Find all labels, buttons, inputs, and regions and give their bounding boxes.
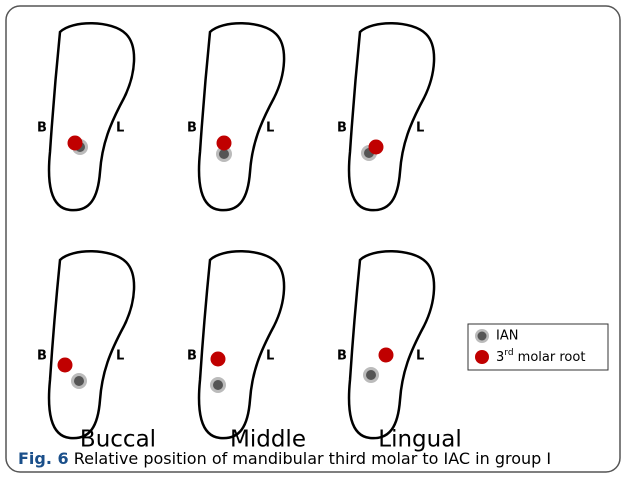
caption-label: Fig. 6	[18, 449, 69, 468]
molar-root	[378, 347, 394, 363]
panels: B L B L B L B L B L B L	[37, 21, 436, 440]
column-label: Middle	[230, 427, 306, 453]
ian	[219, 149, 229, 159]
ian	[74, 376, 84, 386]
buccal-side-label: B	[37, 349, 47, 364]
buccal-side-label: B	[187, 121, 197, 136]
legend-root-sup: rd	[504, 348, 513, 358]
lingual-side-label: L	[116, 121, 124, 136]
legend-root-number: 3	[496, 350, 504, 365]
molar-root	[67, 135, 83, 151]
caption: Fig. 6 Relative position of mandibular t…	[18, 449, 551, 468]
frame	[5, 5, 621, 473]
lingual-side-label: L	[116, 349, 124, 364]
legend: IAN 3rd molar root	[467, 323, 609, 371]
buccal-side-label: B	[337, 121, 347, 136]
molar-root	[368, 139, 384, 155]
legend-root-text: molar root	[514, 350, 586, 365]
legend-ian: IAN	[496, 329, 518, 344]
lingual-side-label: L	[266, 349, 274, 364]
legend-root: 3rd molar root	[496, 348, 585, 365]
molar-root	[216, 135, 232, 151]
caption-text: Relative position of mandibular third mo…	[69, 449, 551, 468]
lingual-side-label: L	[416, 121, 424, 136]
molar-root	[57, 357, 73, 373]
molar-root	[210, 351, 226, 367]
buccal-side-label: B	[337, 349, 347, 364]
buccal-side-label: B	[37, 121, 47, 136]
buccal-side-label: B	[187, 349, 197, 364]
column-label: Buccal	[80, 427, 156, 453]
ian	[366, 370, 376, 380]
lingual-side-label: L	[266, 121, 274, 136]
ian	[213, 380, 223, 390]
column-label: Lingual	[378, 427, 461, 453]
lingual-side-label: L	[416, 349, 424, 364]
